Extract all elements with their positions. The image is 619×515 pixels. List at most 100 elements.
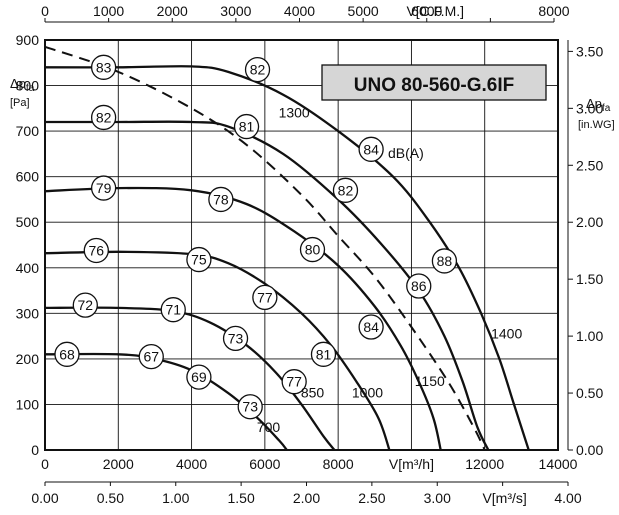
sound-level-marker: 80 (299, 236, 326, 263)
x-tick-label-cfm: 6000 (411, 3, 442, 19)
sound-level-marker: 68 (54, 341, 80, 367)
x-axis-title-m3h: V[m³/h] (389, 456, 434, 472)
sound-level-value: 68 (59, 346, 75, 362)
sound-level-value: 78 (213, 191, 229, 207)
sound-level-circle (233, 113, 260, 140)
sound-level-marker: 86 (406, 273, 432, 299)
y-tick-label-inwg: 3.00 (576, 100, 603, 116)
sound-level-marker: 84 (358, 136, 384, 162)
sound-level-marker: 72 (72, 292, 98, 318)
y-axis-unit-inwg: [in.WG] (578, 119, 615, 131)
x-tick-label-m3s: 2.50 (358, 490, 385, 506)
y-tick-label-inwg: 1.00 (576, 328, 603, 344)
sound-level-marker: 69 (186, 364, 212, 390)
sound-level-circle (90, 104, 117, 131)
x-tick-label-m3s: 1.50 (228, 490, 255, 506)
sound-level-value: 72 (78, 297, 94, 313)
sound-level-value: 75 (191, 252, 207, 268)
sound-level-value: 73 (242, 399, 258, 415)
sound-level-circle (222, 325, 249, 352)
y-tick-label-pa: 700 (16, 123, 40, 139)
sound-level-circle (358, 136, 384, 162)
sound-level-value: 84 (363, 319, 379, 335)
x-tick-label-m3h: 0 (41, 456, 49, 472)
x-tick-label-m3h: 14000 (539, 456, 578, 472)
y-tick-label-pa: 200 (16, 351, 40, 367)
speed-label: 700 (257, 419, 281, 435)
sound-level-value: 77 (286, 374, 302, 390)
sound-level-marker: 77 (252, 284, 278, 311)
chart-title: UNO 80-560-G.6IF (354, 75, 515, 96)
sound-level-circle (299, 236, 326, 263)
x-tick-label-m3h: 12000 (465, 456, 504, 472)
sound-level-marker: 76 (83, 237, 109, 264)
sound-level-marker: 83 (90, 54, 117, 80)
sound-level-marker: 82 (244, 56, 271, 83)
x-tick-label-m3s: 1.00 (162, 490, 189, 506)
axes: 0 2000 4000 6000 8000 12000 140000100200300400… (10, 3, 615, 506)
x-tick-label-m3h: 4000 (176, 456, 207, 472)
x-tick-label-m3s: 0.00 (31, 490, 58, 506)
sound-level-marker: 77 (281, 369, 307, 395)
speed-labels: 1300 1400 1150 1000 850 700 (257, 104, 523, 434)
sound-level-value: 84 (363, 141, 379, 157)
x-axis-title-cfm: V[C.F.M.] (406, 3, 464, 19)
curve-850-rpm (44, 306, 336, 451)
y-tick-label-inwg: 3.50 (576, 43, 603, 59)
sound-level-marker: 81 (310, 341, 337, 367)
sound-level-markers: 83 82 84 88 82 81 82 86 79 78 80 84 76 75 77 81 72 71 73 77… (54, 54, 458, 420)
speed-label: 1400 (491, 325, 522, 341)
sound-level-value: 81 (316, 346, 332, 362)
sound-level-circle (160, 297, 186, 323)
x-tick-label-cfm: 1000 (93, 3, 124, 19)
sound-level-marker: 88 (431, 248, 458, 274)
sound-level-circle (90, 175, 117, 201)
sound-level-circle (138, 343, 164, 370)
sound-unit-label: dB(A) (388, 145, 424, 161)
efficiency-limit-dashed-curve (44, 45, 486, 451)
title-box: UNO 80-560-G.6IF (321, 64, 547, 101)
x-tick-label-m3s: 2.00 (293, 490, 320, 506)
sound-level-value: 86 (411, 278, 427, 294)
y-tick-label-inwg: 1.50 (576, 271, 603, 287)
sound-level-value: 82 (338, 182, 354, 198)
y-tick-label-pa: 800 (16, 78, 40, 94)
y-tick-label-pa: 900 (16, 32, 40, 48)
x-tick-label-cfm: 0 (41, 3, 49, 19)
y-tick-label-pa: 100 (16, 396, 40, 412)
speed-label: 1000 (352, 385, 383, 401)
y-tick-label-pa: 400 (16, 260, 40, 276)
sound-level-marker: 75 (186, 246, 212, 273)
sound-level-circle (358, 314, 384, 340)
sound-level-value: 69 (191, 369, 207, 385)
y-tick-label-inwg: 2.50 (576, 157, 603, 173)
sound-level-circle (72, 292, 98, 318)
sound-level-circle (431, 248, 458, 274)
sound-level-marker: 67 (138, 343, 164, 370)
y-tick-label-inwg: 0.00 (576, 442, 603, 458)
curve-1150-rpm (44, 186, 442, 451)
sound-level-marker: 78 (208, 186, 234, 213)
sound-level-marker: 73 (222, 325, 249, 352)
speed-label: 1300 (279, 104, 310, 120)
plot-frame (44, 39, 559, 451)
sound-level-value: 82 (96, 109, 112, 125)
x-axis-title-m3s: V[m³/s] (482, 490, 526, 506)
sound-level-value: 77 (257, 289, 273, 305)
x-tick-label-cfm: 4000 (284, 3, 315, 19)
curve-1400-rpm (44, 65, 530, 451)
sound-level-marker: 82 (90, 104, 117, 131)
y-axis-unit-pa: [Pa] (10, 97, 30, 109)
speed-label: 1150 (415, 373, 445, 389)
sound-level-value: 71 (165, 302, 181, 318)
x-tick-label-cfm: 3000 (220, 3, 251, 19)
sound-level-value: 79 (96, 180, 112, 196)
sound-level-circle (237, 394, 263, 420)
sound-level-circle (406, 273, 432, 299)
sound-level-value: 83 (96, 59, 112, 75)
curve-1000-rpm (44, 250, 391, 451)
sound-level-value: 67 (143, 349, 159, 365)
y-tick-label-inwg: 2.00 (576, 214, 603, 230)
sound-level-circle (208, 186, 234, 213)
sound-level-circle (90, 54, 117, 80)
